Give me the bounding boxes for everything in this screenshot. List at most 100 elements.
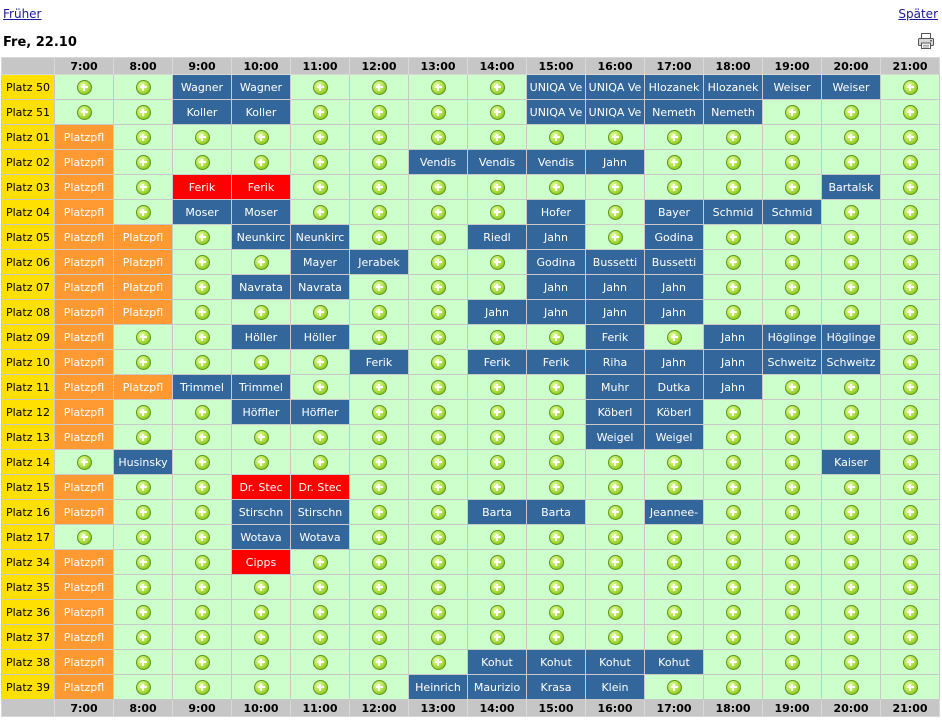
add-booking-icon[interactable] [194,279,210,295]
add-booking-icon[interactable] [902,304,918,320]
add-booking-icon[interactable] [489,404,505,420]
free-slot[interactable] [290,174,350,200]
add-booking-icon[interactable] [312,304,328,320]
free-slot[interactable] [349,549,409,575]
add-booking-icon[interactable] [607,204,623,220]
free-slot[interactable] [703,299,763,325]
add-booking-icon[interactable] [430,379,446,395]
free-slot[interactable] [113,324,173,350]
free-slot[interactable] [349,174,409,200]
add-booking-icon[interactable] [902,429,918,445]
free-slot[interactable] [526,174,586,200]
free-slot[interactable] [526,124,586,150]
add-booking-icon[interactable] [371,329,387,345]
add-booking-icon[interactable] [430,204,446,220]
free-slot[interactable] [231,649,291,675]
free-slot[interactable] [349,599,409,625]
free-slot[interactable] [644,149,704,175]
add-booking-icon[interactable] [489,104,505,120]
free-slot[interactable] [408,99,468,125]
free-slot[interactable] [703,124,763,150]
booking-slot[interactable]: Platzpfl [54,124,114,150]
add-booking-icon[interactable] [194,629,210,645]
booking-slot[interactable]: Heinrich [408,674,468,700]
free-slot[interactable] [880,199,940,225]
free-slot[interactable] [408,549,468,575]
add-booking-icon[interactable] [371,654,387,670]
free-slot[interactable] [467,449,527,475]
add-booking-icon[interactable] [253,154,269,170]
add-booking-icon[interactable] [194,479,210,495]
free-slot[interactable] [644,599,704,625]
add-booking-icon[interactable] [607,479,623,495]
booking-slot[interactable]: Wagner [231,74,291,100]
booking-slot[interactable]: Jahn [526,224,586,250]
booking-slot[interactable]: Jahn [585,274,645,300]
add-booking-icon[interactable] [843,304,859,320]
add-booking-icon[interactable] [430,79,446,95]
add-booking-icon[interactable] [843,504,859,520]
free-slot[interactable] [467,199,527,225]
free-slot[interactable] [113,424,173,450]
add-booking-icon[interactable] [430,654,446,670]
free-slot[interactable] [172,624,232,650]
free-slot[interactable] [821,274,881,300]
free-slot[interactable] [880,149,940,175]
free-slot[interactable] [172,649,232,675]
add-booking-icon[interactable] [725,529,741,545]
free-slot[interactable] [644,524,704,550]
add-booking-icon[interactable] [725,179,741,195]
free-slot[interactable] [585,449,645,475]
booking-slot[interactable]: Jahn [585,299,645,325]
printer-icon[interactable] [917,32,935,50]
free-slot[interactable] [880,524,940,550]
booking-slot[interactable]: Platzpfl [54,324,114,350]
add-booking-icon[interactable] [784,254,800,270]
booking-slot[interactable]: Weiser [821,74,881,100]
free-slot[interactable] [467,249,527,275]
add-booking-icon[interactable] [312,654,328,670]
add-booking-icon[interactable] [489,79,505,95]
free-slot[interactable] [467,74,527,100]
add-booking-icon[interactable] [725,554,741,570]
free-slot[interactable] [54,74,114,100]
add-booking-icon[interactable] [666,129,682,145]
booking-slot[interactable]: UNIQA Ve [526,99,586,125]
booking-slot[interactable]: Schweitz [821,349,881,375]
add-booking-icon[interactable] [548,179,564,195]
earlier-link[interactable]: Früher [3,7,42,21]
booking-slot[interactable]: Bayer [644,199,704,225]
booking-slot[interactable]: Jahn [644,299,704,325]
add-booking-icon[interactable] [430,179,446,195]
free-slot[interactable] [526,399,586,425]
free-slot[interactable] [408,449,468,475]
add-booking-icon[interactable] [371,679,387,695]
booking-slot[interactable]: Kohut [526,649,586,675]
free-slot[interactable] [880,99,940,125]
add-booking-icon[interactable] [489,179,505,195]
add-booking-icon[interactable] [489,479,505,495]
add-booking-icon[interactable] [194,354,210,370]
free-slot[interactable] [467,624,527,650]
add-booking-icon[interactable] [725,604,741,620]
free-slot[interactable] [408,299,468,325]
add-booking-icon[interactable] [902,504,918,520]
add-booking-icon[interactable] [666,679,682,695]
free-slot[interactable] [349,574,409,600]
free-slot[interactable] [290,124,350,150]
booking-slot[interactable]: Platzpfl [113,274,173,300]
add-booking-icon[interactable] [902,654,918,670]
add-booking-icon[interactable] [371,504,387,520]
add-booking-icon[interactable] [548,629,564,645]
free-slot[interactable] [349,224,409,250]
booking-slot[interactable]: UNIQA Ve [585,99,645,125]
booking-slot[interactable]: UNIQA Ve [585,74,645,100]
free-slot[interactable] [467,474,527,500]
add-booking-icon[interactable] [135,504,151,520]
add-booking-icon[interactable] [489,454,505,470]
booking-slot[interactable]: Godina [644,224,704,250]
add-booking-icon[interactable] [194,154,210,170]
booking-slot[interactable]: Jahn [526,274,586,300]
add-booking-icon[interactable] [312,154,328,170]
add-booking-icon[interactable] [607,129,623,145]
